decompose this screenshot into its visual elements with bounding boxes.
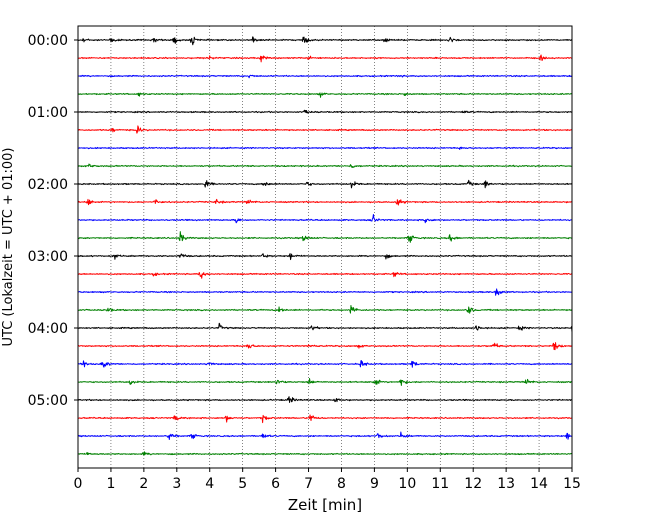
- y-tick-label-4: 04:00: [28, 321, 68, 337]
- trace-0345: [77, 305, 573, 314]
- trace-0530: [77, 431, 573, 440]
- plot-frame: [77, 25, 573, 469]
- trace-0445: [77, 377, 573, 386]
- x-tick-label-15: 15: [563, 476, 581, 492]
- trace-0000: [77, 36, 573, 46]
- trace-0415: [77, 342, 573, 351]
- x-tick-label-3: 3: [172, 476, 181, 492]
- x-tick-label-14: 14: [530, 476, 548, 492]
- trace-0130: [77, 146, 573, 150]
- x-tick-label-2: 2: [139, 476, 148, 492]
- trace-0245: [77, 231, 573, 243]
- x-tick-label-8: 8: [337, 476, 346, 492]
- x-tick-label-1: 1: [106, 476, 115, 492]
- x-tick-label-12: 12: [464, 476, 482, 492]
- trace-0230: [77, 214, 573, 224]
- y-axis-ticks: 00:00 01:00 02:00 03:00 04:00 05:00: [28, 33, 78, 409]
- trace-0100: [77, 109, 573, 114]
- y-axis-label: UTC (Lokalzeit = UTC + 01:00): [1, 148, 16, 347]
- x-tick-label-6: 6: [271, 476, 280, 492]
- x-tick-label-10: 10: [398, 476, 416, 492]
- trace-0500: [77, 396, 573, 403]
- x-axis-ticks: 0 1 2 3 4 5 6 7 8 9 10 11 12 13 14 15: [74, 468, 581, 492]
- trace-0030: [77, 74, 573, 79]
- y-tick-label-1: 01:00: [28, 105, 68, 121]
- trace-0015: [77, 54, 573, 63]
- x-tick-label-7: 7: [304, 476, 313, 492]
- trace-0300: [77, 253, 572, 261]
- x-tick-label-4: 4: [205, 476, 214, 492]
- y-tick-label-5: 05:00: [28, 393, 68, 409]
- x-tick-label-0: 0: [74, 476, 83, 492]
- y-tick-label-3: 03:00: [28, 249, 68, 265]
- plot-area: [78, 26, 572, 468]
- trace-0545: [77, 451, 573, 456]
- trace-0400: [77, 322, 573, 333]
- x-tick-label-11: 11: [431, 476, 449, 492]
- y-tick-label-2: 02:00: [28, 177, 68, 193]
- trace-0115: [77, 125, 573, 134]
- trace-0215: [77, 198, 573, 206]
- x-axis-label: Zeit [min]: [288, 496, 362, 514]
- trace-group: [77, 36, 573, 456]
- trace-0200: [77, 179, 573, 189]
- trace-0045: [77, 92, 573, 98]
- trace-0315: [77, 271, 573, 279]
- x-tick-label-9: 9: [370, 476, 379, 492]
- trace-0330: [77, 288, 573, 296]
- y-tick-label-0: 00:00: [28, 33, 68, 49]
- trace-0430: [77, 360, 573, 368]
- trace-0145: [77, 163, 573, 168]
- x-tick-label-5: 5: [238, 476, 247, 492]
- x-tick-label-13: 13: [497, 476, 515, 492]
- trace-0515: [77, 414, 573, 424]
